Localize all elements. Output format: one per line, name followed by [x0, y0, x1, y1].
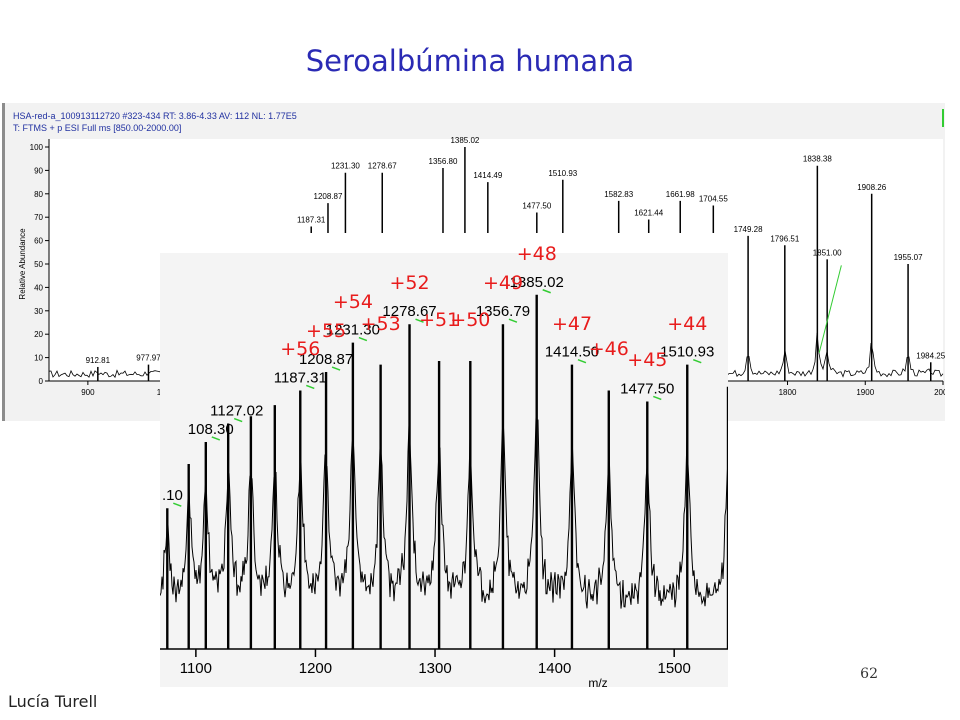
- y-tick-label: 30: [34, 307, 43, 316]
- charge-state-label: +50: [450, 309, 491, 331]
- y-tick-label: 20: [34, 330, 43, 339]
- x-tick-label: 900: [81, 388, 95, 397]
- peak-label: .10: [162, 487, 183, 504]
- y-tick-label: 70: [34, 213, 43, 222]
- peak-label: 1510.93: [548, 169, 577, 178]
- charge-state-label: +47: [551, 312, 593, 335]
- charge-state-label: +45: [627, 349, 668, 372]
- peak-label: 1385.02: [450, 136, 479, 145]
- charge-state-label: +44: [667, 312, 708, 335]
- charge-state-label: +48: [516, 242, 557, 265]
- charge-state-label: +46: [588, 338, 629, 361]
- slide-title: Seroalbúmina humana: [305, 44, 635, 78]
- peak-label: 1385.02: [510, 274, 564, 291]
- x-tick-label: 1500: [658, 660, 691, 677]
- peak-label: 1851.00: [813, 248, 842, 257]
- charge-state-label: +51: [419, 309, 460, 331]
- peak-label: 1838.38: [803, 155, 832, 164]
- y-tick-label: 40: [34, 283, 43, 292]
- peak-label: 1477.50: [522, 202, 551, 211]
- x-tick-label: 1900: [856, 388, 874, 397]
- peak-label: 1955.07: [894, 253, 923, 262]
- y-tick-label: 0: [39, 377, 44, 386]
- peak-label: 1582.83: [604, 190, 633, 199]
- x-tick-label: 1300: [418, 660, 451, 677]
- x-tick-label: 1100: [180, 660, 212, 677]
- peak-label: 977.97: [136, 354, 161, 363]
- charge-state-label: +54: [332, 290, 373, 313]
- peak-label: 1356.79: [476, 303, 530, 320]
- peak-label: 1796.51: [770, 234, 799, 243]
- x-tick-label: 1800: [779, 388, 797, 397]
- peak-label: 1208.87: [299, 351, 353, 368]
- author-name: Lucía Turell: [8, 692, 98, 711]
- peak-label: 1749.28: [734, 225, 763, 234]
- x-tick-label: 1400: [538, 660, 571, 677]
- peak-label-connector: [415, 318, 424, 323]
- peak-label-connector: [331, 366, 341, 371]
- x-axis-label: m/z: [588, 676, 607, 687]
- peak-label-connector: [306, 384, 315, 390]
- peak-label-connector: [692, 358, 702, 364]
- charge-state-label: +53: [360, 312, 401, 335]
- page-number: 62: [860, 666, 878, 682]
- peak-label-connector: [653, 395, 662, 401]
- peak-label: 1984.25: [916, 351, 945, 360]
- peak-label: 108.30: [188, 421, 234, 438]
- peak-label: 1621.44: [634, 209, 663, 218]
- charge-state-label: +49: [482, 272, 524, 295]
- peak-label-connector: [233, 417, 243, 423]
- peak-label-connector: [211, 436, 221, 441]
- charge-state-label: +56: [280, 338, 321, 361]
- peak-label-connector: [173, 502, 182, 507]
- peak-label: 1661.98: [666, 190, 695, 199]
- y-tick-label: 10: [34, 354, 43, 363]
- peak-label: 1278.67: [368, 162, 397, 171]
- spectrum-header-line-2: T: FTMS + p ESI Full ms [850.00-2000.00]: [13, 123, 182, 133]
- peak-label: 1231.30: [331, 162, 360, 171]
- peak-label: 1231.30: [326, 322, 380, 339]
- y-tick-label: 80: [34, 190, 43, 199]
- peak-label: 1208.87: [314, 192, 343, 201]
- peak-label: 1356.80: [429, 157, 458, 166]
- peak-label-connector: [358, 336, 368, 342]
- peak-label: 1187.31: [274, 369, 327, 386]
- y-tick-label: 90: [34, 166, 43, 175]
- charge-state-label: +52: [389, 272, 430, 295]
- y-tick-label: 100: [30, 143, 44, 152]
- peak-label: 1510.93: [660, 344, 714, 361]
- x-tick-label: 1200: [299, 660, 332, 677]
- spectrum-header-line-1: HSA-red-a_100913112720 #323-434 RT: 3.86…: [13, 111, 297, 121]
- y-axis-label: Relative Abundance: [18, 228, 27, 300]
- peak-label: 1414.50: [545, 344, 599, 361]
- peak-label-connector: [508, 318, 518, 323]
- peak-label-connector: [542, 289, 551, 294]
- peak-label: 1187.31: [297, 216, 326, 225]
- charge-state-label: +55: [306, 320, 347, 343]
- peak-label: 1127.02: [210, 403, 263, 420]
- zoom-spectrum-trace: [160, 417, 728, 609]
- y-tick-label: 50: [34, 260, 43, 269]
- peak-label-connector: [818, 265, 842, 354]
- peak-label: 1477.50: [620, 380, 674, 397]
- peak-label: 1704.55: [699, 195, 728, 204]
- peak-label: 912.81: [86, 356, 111, 365]
- x-tick-label: 2000: [934, 388, 945, 397]
- peak-label-connector: [577, 358, 587, 364]
- y-tick-label: 60: [34, 237, 43, 246]
- peak-label: 1278.67: [382, 303, 436, 320]
- peak-label: 1908.26: [857, 183, 886, 192]
- zoomed-spectrum-panel: 1100 1200 1300 1400 1500 m/z .10 108.30 1127.02 1…: [160, 233, 728, 687]
- zoom-header-strip: [160, 233, 728, 253]
- peak-label: 1414.49: [473, 171, 502, 180]
